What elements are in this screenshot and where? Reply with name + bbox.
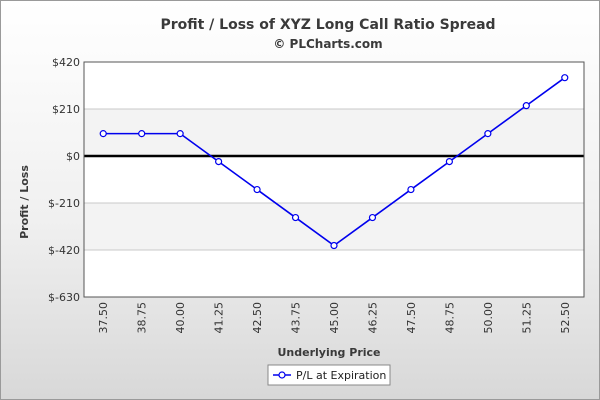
legend-swatch-marker <box>278 371 286 379</box>
legend: P/L at Expiration <box>267 364 391 386</box>
data-point <box>407 185 415 194</box>
plot-border <box>83 61 585 298</box>
y-tick-label: $0 <box>66 150 80 163</box>
x-tick-label: 47.50 <box>405 302 418 334</box>
x-tick-label: 46.25 <box>366 302 379 334</box>
data-point <box>561 74 569 82</box>
plot-band <box>84 62 584 109</box>
x-tick-label: 41.25 <box>213 302 226 334</box>
x-tick-label: 40.00 <box>174 302 187 334</box>
chart-title: Profit / Loss of XYZ Long Call Ratio Spr… <box>160 17 495 33</box>
x-tick-label: 45.00 <box>328 302 341 334</box>
y-tick-label: $210 <box>52 103 80 116</box>
x-tick-label: 42.50 <box>251 302 264 334</box>
x-tick-label: 51.25 <box>520 302 533 334</box>
x-tick-label: 38.75 <box>136 302 149 334</box>
data-point <box>176 130 184 138</box>
data-point <box>445 157 453 166</box>
x-tick-label: 37.50 <box>97 302 110 334</box>
x-tick-label: 50.00 <box>482 302 495 334</box>
y-tick-label: $-210 <box>48 197 80 210</box>
x-tick-label: 43.75 <box>290 302 303 334</box>
data-point <box>368 213 377 222</box>
data-point <box>291 213 300 222</box>
chart-subtitle: © PLCharts.com <box>273 37 382 51</box>
data-point <box>330 241 338 250</box>
data-point <box>138 130 146 138</box>
y-tick-label: $-420 <box>48 244 80 257</box>
data-point <box>99 130 107 138</box>
plot-band <box>84 109 584 156</box>
plot-band <box>84 250 584 297</box>
x-axis-label: Underlying Price <box>277 346 380 359</box>
data-point <box>215 157 223 166</box>
y-tick-label: $-630 <box>48 291 80 304</box>
series-layer <box>99 74 569 250</box>
plot-background <box>84 62 584 297</box>
y-axis-ticks: $420 $210 $0 $-210 $-420 $-630 <box>48 56 80 304</box>
data-point <box>253 185 261 194</box>
legend-label: P/L at Expiration <box>296 369 386 382</box>
x-tick-label: 48.75 <box>443 302 456 334</box>
x-tick-label: 52.50 <box>559 302 572 334</box>
legend-box <box>267 364 391 386</box>
y-tick-label: $420 <box>52 56 80 69</box>
x-axis-ticks: 37.50 38.75 40.00 41.25 42.50 43.75 45.00 46.25… <box>97 302 572 334</box>
data-point <box>522 102 530 110</box>
y-axis-label: Profit / Loss <box>18 165 31 239</box>
plot-band <box>84 156 584 203</box>
data-point <box>484 130 492 138</box>
